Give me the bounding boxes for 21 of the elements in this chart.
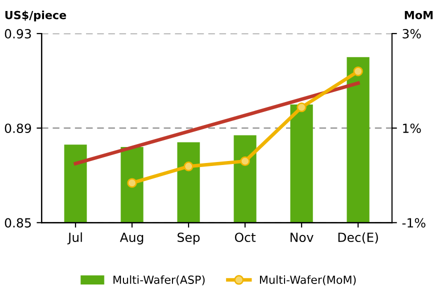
x-tick-label: Sep (178, 232, 200, 244)
y2-tick-label: 3% (402, 29, 421, 38)
legend-label: Multi-Wafer(MoM) (260, 275, 356, 286)
legend-label: Multi-Wafer(ASP) (114, 275, 205, 286)
y-tick-label: 0.89 (4, 124, 32, 134)
y2-axis-title: MoM (404, 11, 433, 20)
y2-tick-label: -1% (402, 218, 426, 228)
y-tick-label: 0.93 (4, 29, 31, 38)
x-tick-label: Dec(E) (338, 232, 378, 244)
y-tick-label: 0.85 (4, 218, 31, 228)
point (240, 156, 250, 166)
x-tick-label: Jul (67, 232, 82, 244)
point (184, 162, 194, 172)
point (127, 178, 137, 188)
x-tick-label: Aug (120, 232, 144, 244)
point (353, 66, 363, 76)
y2-tick-label: 1% (403, 124, 421, 134)
x-tick-label: Nov (290, 232, 314, 242)
x-tick-label: Oct (234, 232, 256, 242)
y-axis-title: US$/piece (5, 10, 66, 22)
point (296, 102, 306, 112)
